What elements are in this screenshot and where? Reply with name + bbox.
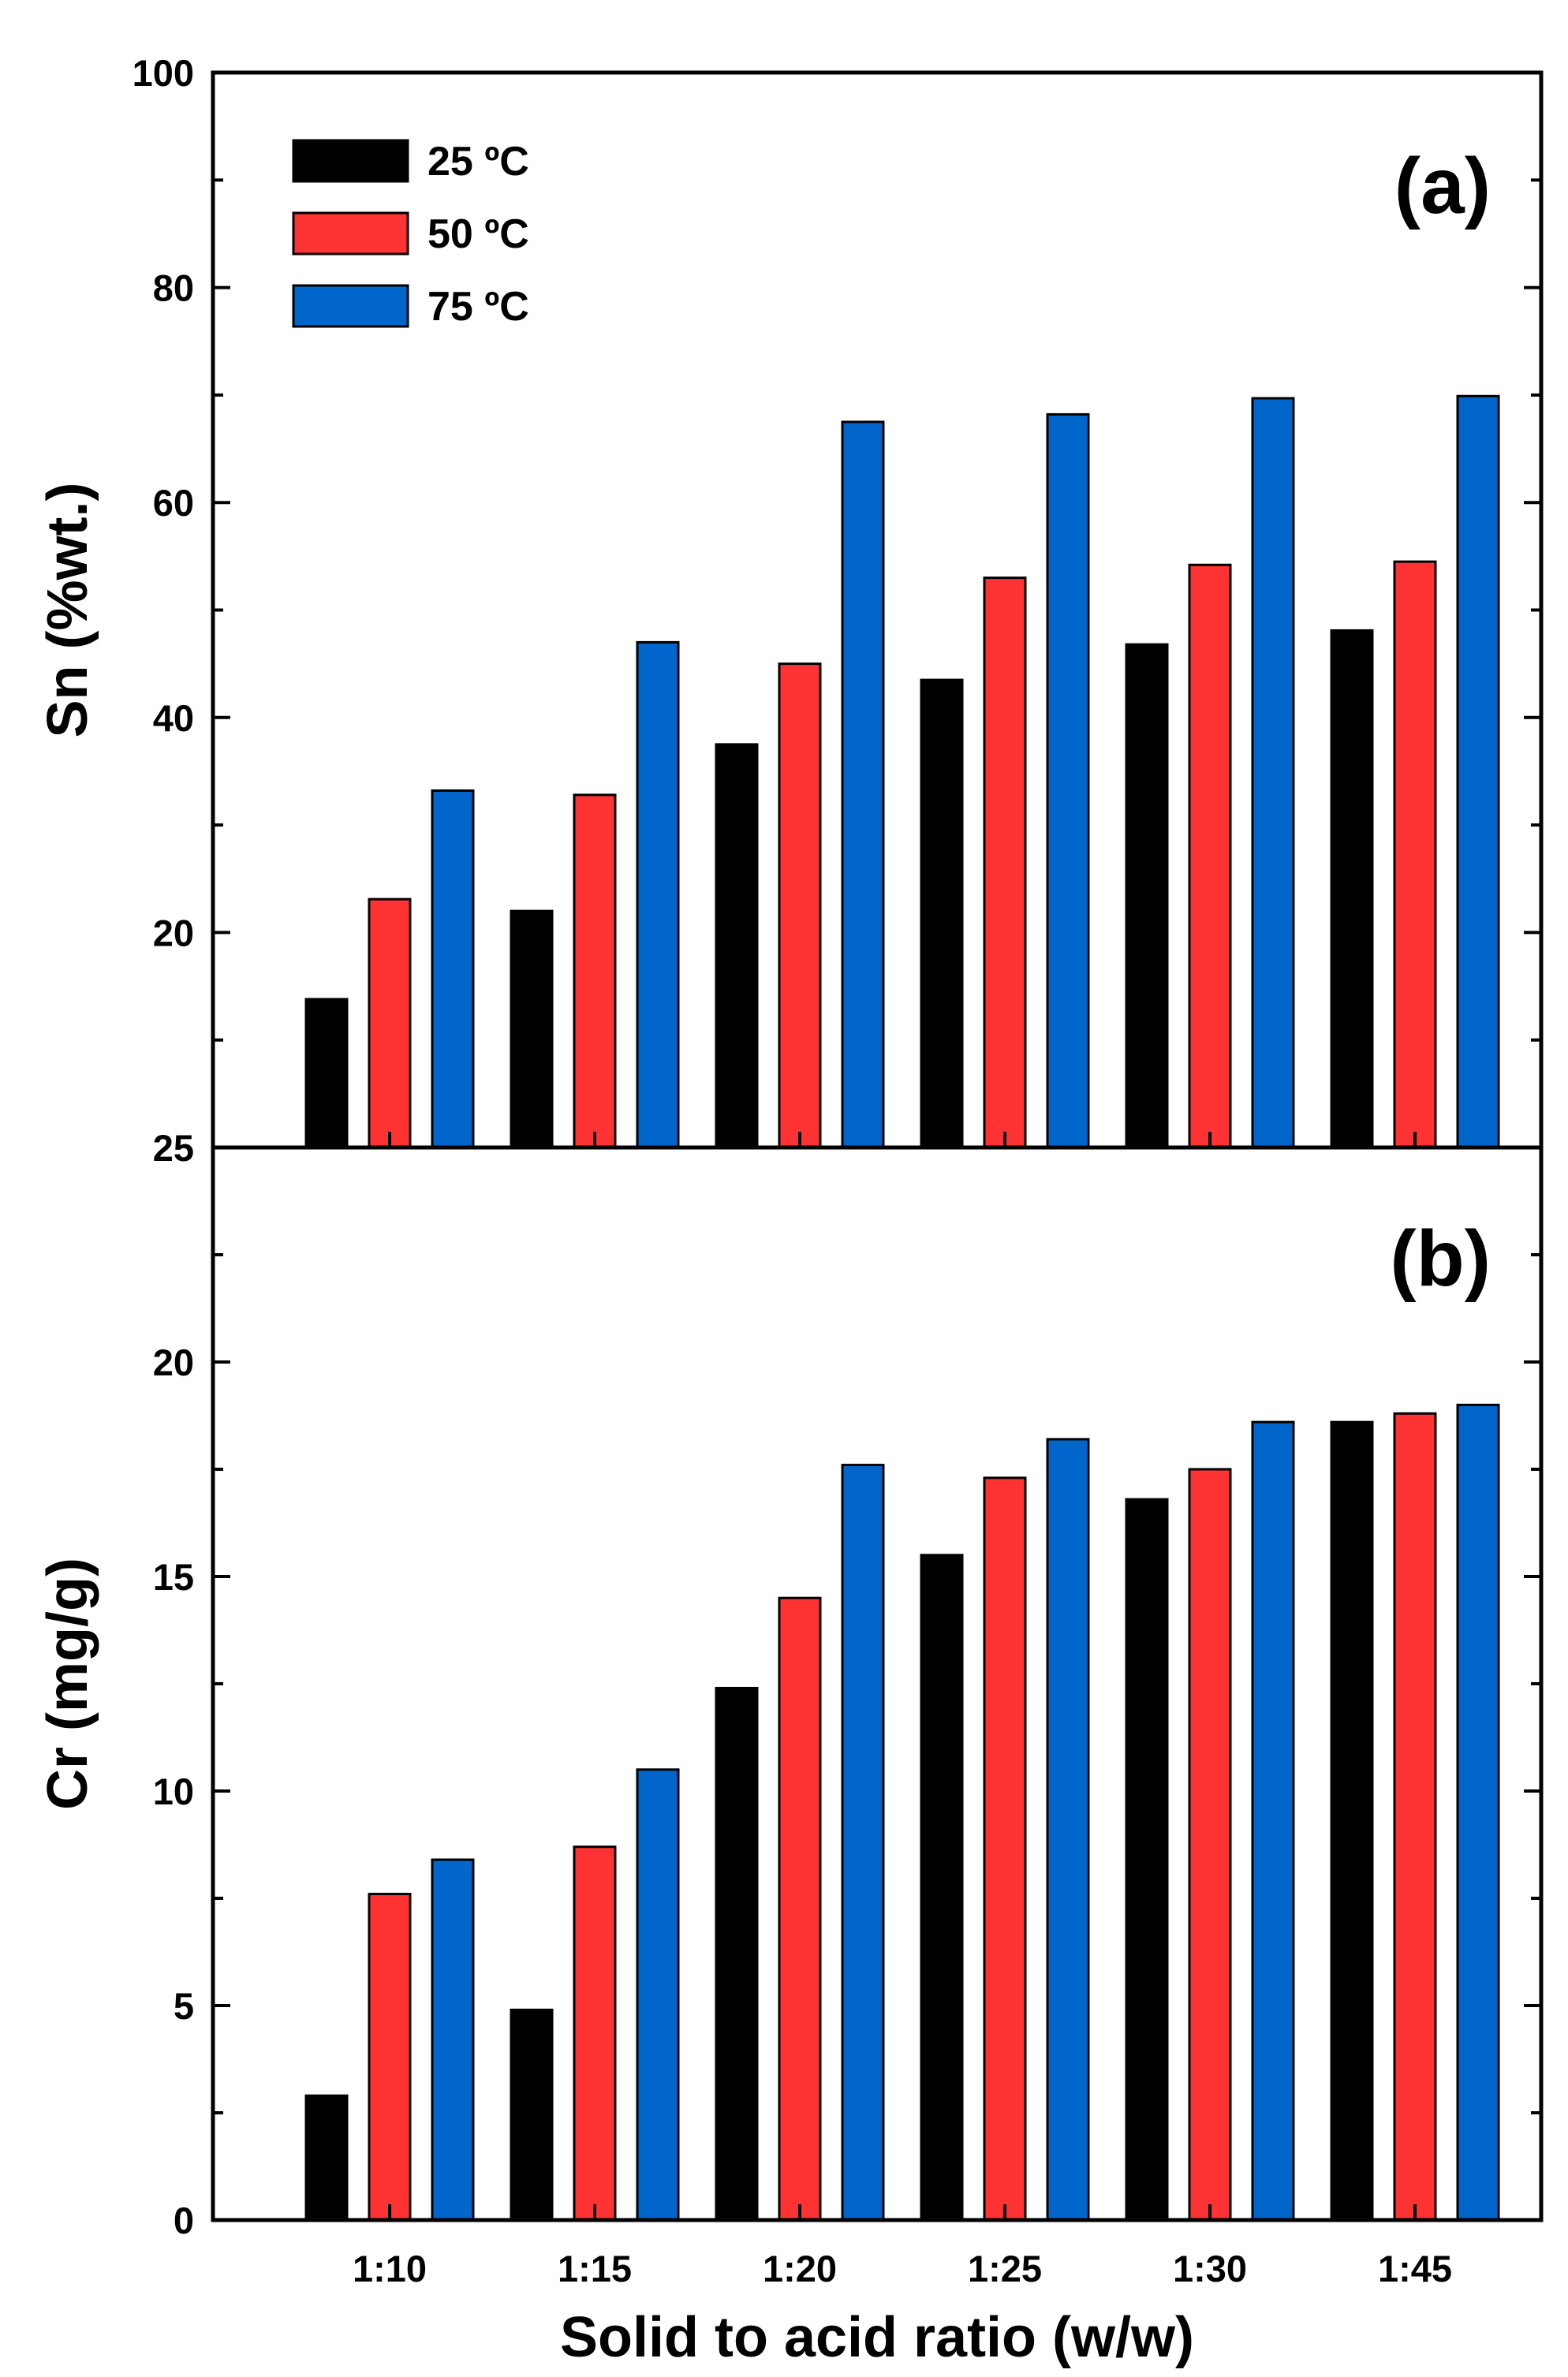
bar-b-1-15-series-2 [573,1845,617,2222]
legend-swatch-1 [292,139,409,183]
bar-b-1-10-series-1 [304,2094,349,2222]
panel-a-sn: 20 40 60 80 100 Sn (%wt.) (a) 25 ºC 50 ºC 75 ºC [36,52,1544,1150]
legend-swatch-2 [292,211,409,256]
bar-b-1-25-series-1 [920,1554,964,2222]
bar-b-1-30-series-3 [1251,1420,1295,2222]
ytick-label-a: 60 [153,482,194,524]
y-axis-title-b: Cr (mg/g) [36,1558,99,1810]
bar-a-1-20-series-2 [778,662,822,1149]
bar-b-1-30-series-2 [1188,1468,1232,2222]
bar-a-1-10-series-2 [368,897,412,1149]
bar-a-1-20-series-3 [841,420,885,1149]
bar-b-1-15-series-1 [510,2008,554,2222]
xtick-label-1-25: 1:25 [968,2248,1042,2289]
bar-a-1-10-series-3 [431,789,475,1149]
xtick-label-1-15: 1:15 [558,2248,632,2289]
ytick-label-b: 0 [174,2200,194,2241]
xtick-label-1-30: 1:30 [1173,2248,1247,2289]
bar-a-1-30-series-2 [1188,563,1232,1149]
bar-b-1-15-series-3 [636,1768,680,2222]
bar-b-1-45-series-2 [1393,1412,1437,2222]
panel-label-b: (b) [1390,1215,1491,1303]
panel-b-cr: 0 5 10 15 20 25 Cr (mg/g) (b) [36,1127,1544,2241]
xtick-label-1-45: 1:45 [1378,2248,1452,2289]
bar-a-1-45-series-2 [1393,560,1437,1149]
ytick-label-a: 20 [153,912,194,953]
bar-b-1-10-series-3 [431,1858,475,2222]
bar-a-1-30-series-1 [1125,643,1169,1149]
bar-a-1-15-series-3 [636,640,680,1149]
shared-x-axis: 1:10 1:15 1:20 1:25 1:30 1:45 Solid to acid ra… [353,2248,1452,2369]
bar-b-1-25-series-2 [983,1476,1027,2222]
xtick-label-1-10: 1:10 [353,2248,427,2289]
bar-a-1-45-series-3 [1456,394,1500,1149]
bar-b-1-20-series-3 [841,1464,885,2222]
bar-a-1-15-series-1 [510,909,554,1149]
ytick-label-a: 100 [133,52,194,94]
ytick-label-b: 10 [153,1771,194,1812]
ytick-label-a: 40 [153,697,194,739]
legend-swatch-3 [292,284,409,328]
legend-label-2: 50 ºC [427,211,529,257]
bar-b-1-30-series-1 [1125,1498,1169,2222]
bar-a-1-25-series-3 [1046,412,1090,1149]
xtick-label-1-20: 1:20 [763,2248,837,2289]
ytick-label-b: 15 [153,1556,194,1598]
legend-label-1: 25 ºC [427,139,529,185]
legend-label-3: 75 ºC [427,284,529,330]
bar-a-1-45-series-1 [1330,629,1374,1149]
bar-b-1-20-series-2 [778,1596,822,2222]
bar-a-1-10-series-1 [304,998,349,1149]
ytick-label-b: 5 [174,1985,194,2027]
ytick-label-a: 80 [153,267,194,309]
x-axis-title: Solid to acid ratio (w/w) [560,2306,1194,2369]
bar-a-1-25-series-2 [983,577,1027,1149]
bar-a-1-30-series-3 [1251,397,1295,1149]
bar-a-1-25-series-1 [920,678,964,1149]
ytick-label-b: 20 [153,1341,194,1383]
bar-a-1-15-series-2 [573,793,617,1149]
ytick-label-b: 25 [153,1127,194,1169]
panel-label-a: (a) [1394,142,1491,230]
bar-b-1-10-series-2 [368,1893,412,2222]
bar-b-1-45-series-1 [1330,1420,1374,2222]
bar-a-1-20-series-1 [715,743,759,1149]
y-axis-title-a: Sn (%wt.) [36,483,99,738]
bar-b-1-20-series-1 [715,1686,759,2222]
bar-b-1-25-series-3 [1046,1438,1090,2222]
bar-b-1-45-series-3 [1456,1403,1500,2222]
